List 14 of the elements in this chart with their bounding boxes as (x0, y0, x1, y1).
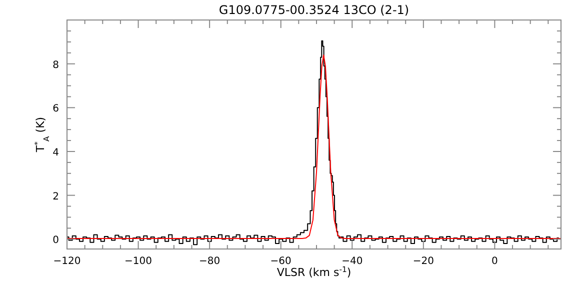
x-tick-label: −80 (199, 256, 220, 267)
y-tick-label: 8 (52, 60, 59, 71)
x-tick-label: −100 (124, 256, 152, 267)
y-tick-label: 0 (52, 235, 59, 246)
y-tick-label: 4 (52, 147, 59, 158)
x-tick-label: −60 (270, 256, 292, 267)
chart-title: G109.0775-00.3524 13CO (2-1) (218, 3, 410, 17)
y-tick-label: 6 (52, 104, 59, 115)
x-axis-title: VLSR (km s$^{-1}$) (276, 264, 352, 279)
x-tick-label: −40 (342, 256, 363, 267)
x-tick-label: −120 (53, 256, 81, 267)
x-tick-label: 0 (492, 256, 498, 267)
y-tick-label: 2 (52, 191, 59, 202)
x-tick-label: −20 (412, 256, 434, 267)
